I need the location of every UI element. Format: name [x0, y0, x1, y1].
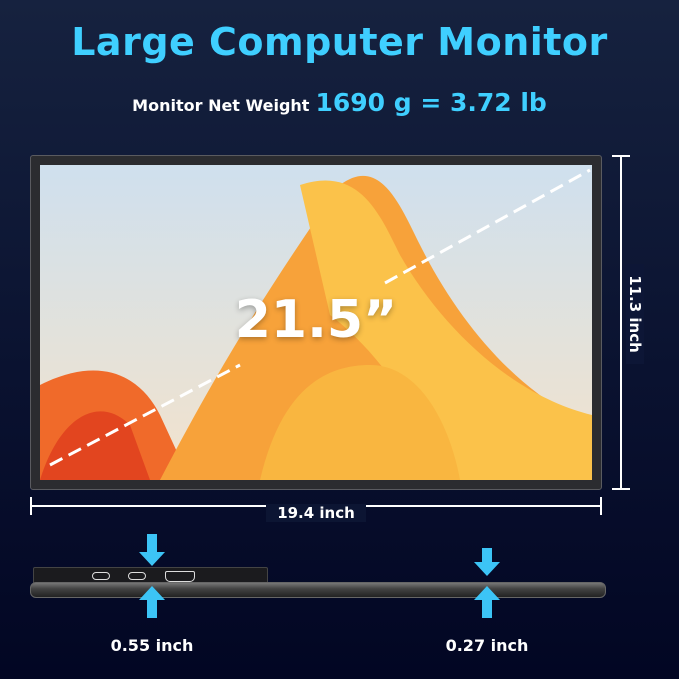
arrow-down-icon [139, 534, 165, 566]
thickness-arrows [139, 534, 500, 618]
width-cap-right [600, 497, 602, 515]
wallpaper [40, 168, 592, 480]
headline: Large Computer Monitor [71, 20, 608, 64]
width-cap-left [30, 497, 32, 515]
arrow-up-icon [139, 586, 165, 618]
hdmi-port-icon [165, 571, 195, 582]
weight-label: Monitor Net Weight [132, 96, 310, 115]
monitor-screen: 21.5” [40, 165, 592, 480]
height-dimension-line [620, 155, 622, 490]
weight-value: 1690 g = 3.72 lb [315, 88, 547, 117]
diagonal-line-upper [384, 168, 591, 285]
arrow-up-icon [474, 586, 500, 618]
monitor-side-profile [30, 582, 606, 598]
height-cap-bottom [612, 488, 630, 490]
usb-c-port-icon [92, 572, 110, 580]
usb-c-port-icon [128, 572, 146, 580]
screen-size-label: 21.5” [234, 290, 398, 350]
height-cap-top [612, 155, 630, 157]
thick-end-label: 0.55 inch [110, 636, 194, 655]
height-label: 11.3 inch [626, 264, 644, 364]
diagonal-line-lower [49, 363, 241, 467]
width-label: 19.4 inch [266, 504, 366, 522]
arrow-down-icon [474, 548, 500, 576]
weight-line: Monitor Net Weight 1690 g = 3.72 lb [0, 88, 679, 117]
thin-end-label: 0.27 inch [445, 636, 529, 655]
